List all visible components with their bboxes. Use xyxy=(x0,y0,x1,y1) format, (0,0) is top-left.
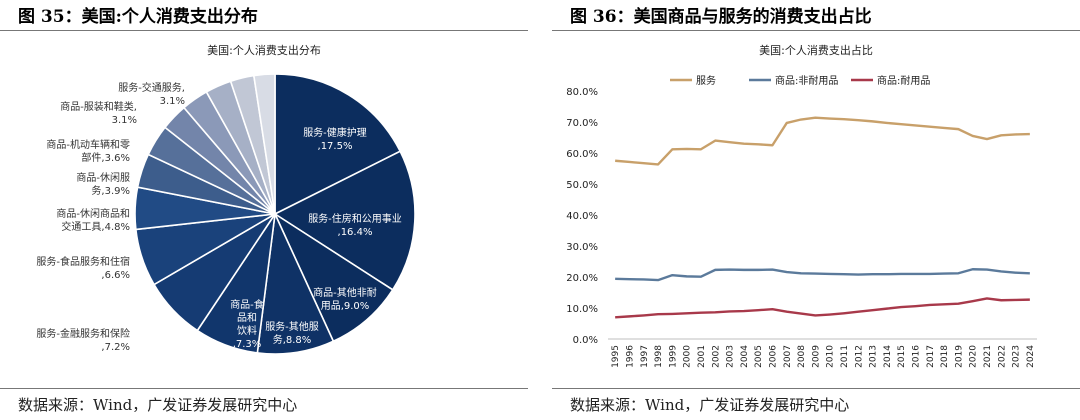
y-tick-label: 50.0% xyxy=(566,180,598,191)
x-tick-label: 1996 xyxy=(625,345,635,368)
x-tick-label: 2017 xyxy=(926,345,936,368)
line-chart-title: 美国:个人消费支出占比 xyxy=(759,44,873,57)
x-tick-label: 2013 xyxy=(869,345,879,368)
pie-slice xyxy=(252,73,276,215)
x-tick-label: 1998 xyxy=(654,345,664,368)
series-line xyxy=(615,116,1030,166)
y-tick-label: 10.0% xyxy=(566,304,598,315)
x-tick-label: 2022 xyxy=(997,345,1007,368)
x-tick-label: 1999 xyxy=(668,345,678,368)
source-note: 数据来源：Wind，广发证券发展研究中心 xyxy=(570,396,850,414)
left-panel: 图 35：美国:个人消费支出分布 美国:个人消费支出分布 服务-健康护理,17.… xyxy=(0,0,528,420)
x-tick-label: 2003 xyxy=(726,345,736,368)
x-tick-label: 1997 xyxy=(640,345,650,368)
y-tick-label: 20.0% xyxy=(566,273,598,284)
y-tick-label: 30.0% xyxy=(566,242,598,253)
x-tick-label: 2007 xyxy=(783,345,793,368)
pie-slice-label: 服务-健康护理,17.5% xyxy=(303,126,367,152)
figure-title: 图 36：美国商品与服务的消费支出占比 xyxy=(570,7,872,27)
x-tick-label: 2001 xyxy=(697,345,707,368)
x-tick-label: 2016 xyxy=(911,345,921,368)
series-line xyxy=(615,268,1030,282)
pie-chart-title: 美国:个人消费支出分布 xyxy=(207,44,321,57)
legend-label: 商品:非耐用品 xyxy=(775,74,838,87)
x-tick-label: 2004 xyxy=(740,345,750,368)
y-tick-label: 60.0% xyxy=(566,149,598,160)
bottom-rule xyxy=(552,388,1080,389)
top-rule xyxy=(0,30,528,31)
y-tick-label: 70.0% xyxy=(566,118,598,129)
pie-slice-label: 商品-机动车辆和零部件,3.6% xyxy=(46,138,130,164)
pie-chart: 服务-健康护理,17.5% 服务-住房和公用事业,16.4% 商品-其他非耐用品,9… xyxy=(36,73,416,355)
x-tick-label: 2000 xyxy=(683,345,693,368)
pie-slice-label: 服务-住房和公用事业,16.4% xyxy=(308,212,402,238)
x-tick-label: 2015 xyxy=(897,345,907,368)
top-rule xyxy=(552,30,1080,31)
series-line xyxy=(615,297,1030,319)
pie-slice-label: 服务-交通服务, 3.1% xyxy=(118,81,185,107)
pie-slice-label: 服务-食品服务和住宿,6.6% xyxy=(36,255,130,281)
right-panel: 图 36：美国商品与服务的消费支出占比 美国:个人消费支出占比 0.0% 10.0… xyxy=(552,0,1080,420)
x-tick-label: 2018 xyxy=(940,345,950,368)
pie-slice-label: 商品-休闲商品和交通工具,4.8% xyxy=(56,207,130,233)
pie-slice xyxy=(274,73,402,216)
x-tick-label: 2009 xyxy=(811,345,821,368)
x-tick-label: 2002 xyxy=(711,345,721,368)
pie-slice-label: 服务-其他服务,8.8% xyxy=(265,320,319,346)
y-tick-label: 80.0% xyxy=(566,87,598,98)
x-tick-label: 2024 xyxy=(1026,345,1036,368)
x-tick-label: 2012 xyxy=(854,345,864,368)
x-tick-label: 2006 xyxy=(768,345,778,368)
pie-slice xyxy=(273,211,394,343)
x-tick-label: 2014 xyxy=(883,345,893,368)
pie-slice-label: 商品-服装和鞋类, 3.1% xyxy=(60,100,137,126)
y-tick-label: 0.0% xyxy=(573,335,598,346)
bottom-rule xyxy=(0,388,528,389)
x-tick-label: 2021 xyxy=(983,345,993,368)
pie-slice-label: 商品-其他非耐用品,9.0% xyxy=(313,286,377,312)
line-chart: 0.0% 10.0% 20.0% 30.0% 40.0% 50.0% 60.0% 70.0% 8… xyxy=(566,74,1037,368)
x-tick-label: 2019 xyxy=(954,345,964,368)
x-tick-label: 2008 xyxy=(797,345,807,368)
x-tick-label: 2011 xyxy=(840,345,850,368)
legend-label: 服务 xyxy=(696,74,716,87)
legend-label: 商品:耐用品 xyxy=(877,74,930,87)
x-tick-label: 2023 xyxy=(1012,345,1022,368)
x-tick-label: 1995 xyxy=(611,345,621,368)
pie-slice-label: 商品-休闲服务,3.9% xyxy=(76,171,130,197)
source-note: 数据来源：Wind，广发证券发展研究中心 xyxy=(18,396,298,414)
pie-slice xyxy=(273,150,416,291)
pie-slice-label: 服务-金融服务和保险,7.2% xyxy=(36,327,130,353)
x-tick-label: 2005 xyxy=(754,345,764,368)
figure-title: 图 35：美国:个人消费支出分布 xyxy=(18,7,258,27)
y-tick-label: 40.0% xyxy=(566,211,598,222)
pie-slice-label: 商品-食品和饮料,7.3% xyxy=(230,298,264,350)
x-tick-label: 2020 xyxy=(969,345,979,368)
x-tick-label: 2010 xyxy=(826,345,836,368)
